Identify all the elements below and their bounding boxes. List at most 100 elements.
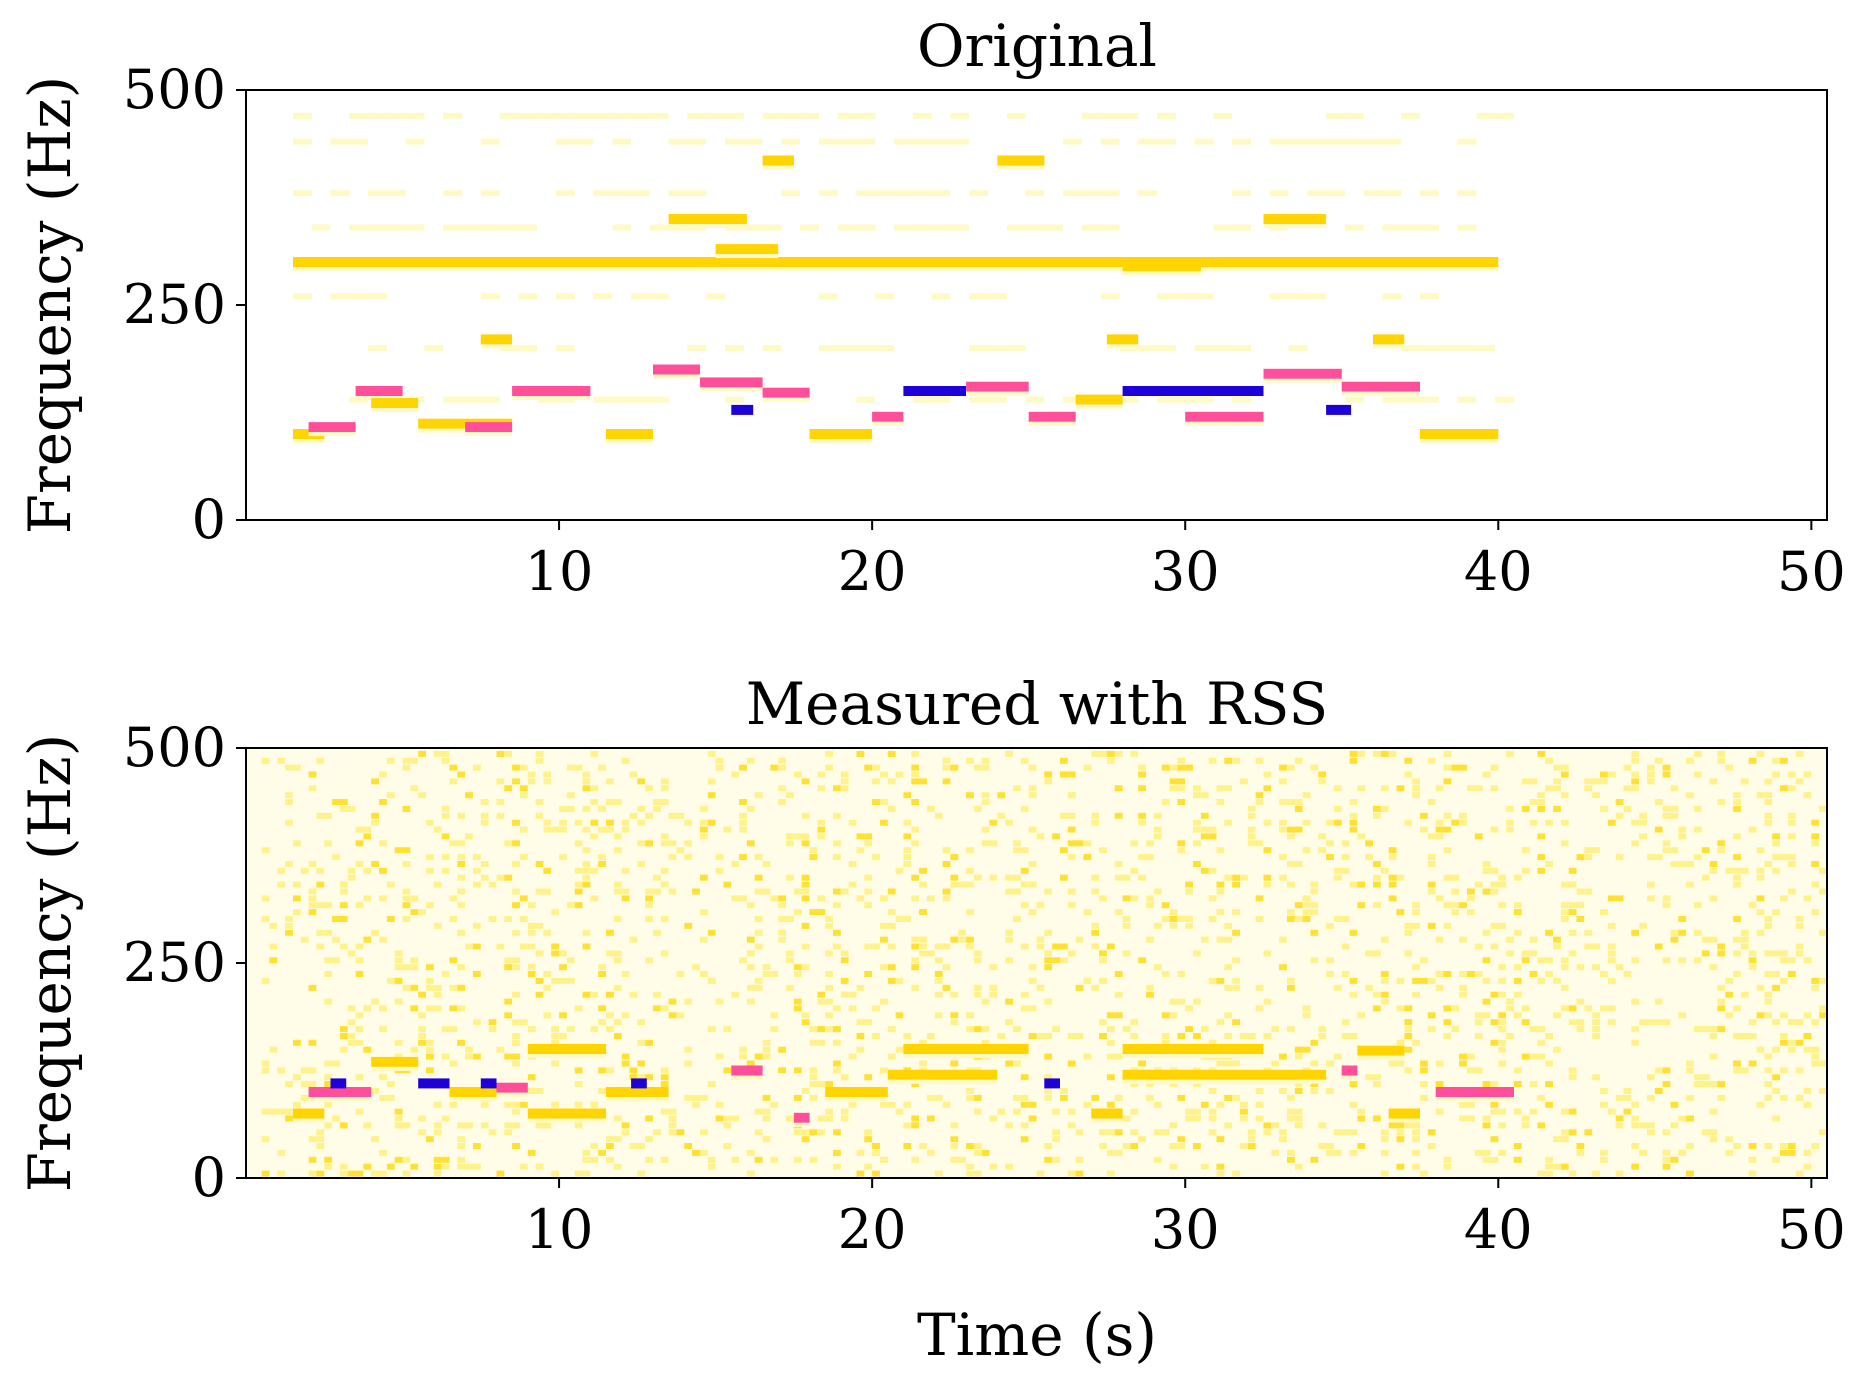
noise-cell <box>418 792 426 799</box>
noise-cell <box>1443 778 1452 785</box>
noise-cell <box>1099 750 1107 757</box>
noise-cell <box>950 881 959 888</box>
noise-cell <box>770 1026 779 1033</box>
noise-cell <box>1326 854 1334 861</box>
noise-cell <box>1529 1026 1538 1033</box>
noise-cell <box>973 1108 982 1115</box>
noise-cell <box>1631 1115 1640 1122</box>
heatmap-segment <box>449 1087 497 1097</box>
noise-cell <box>1060 957 1068 964</box>
noise-cell <box>1396 977 1405 984</box>
noise-cell <box>840 1108 849 1115</box>
noise-cell <box>1443 1163 1452 1170</box>
noise-cell <box>903 847 912 854</box>
noise-cell <box>1373 805 1381 812</box>
noise-cell <box>715 1053 724 1060</box>
harmonic-cell <box>1119 396 1139 403</box>
noise-cell <box>997 812 1006 819</box>
noise-cell <box>1177 1094 1186 1101</box>
noise-cell <box>332 957 340 964</box>
noise-cell <box>426 984 434 991</box>
heatmap-segment <box>668 214 747 224</box>
noise-cell <box>645 957 653 964</box>
harmonic-cell <box>1063 138 1082 145</box>
heatmap-segment-halo <box>1263 224 1327 228</box>
noise-cell <box>833 1067 841 1074</box>
noise-cell <box>1255 792 1264 799</box>
noise-cell <box>731 991 740 998</box>
noise-cell <box>293 895 301 902</box>
heatmap-segment-halo <box>371 1066 419 1071</box>
noise-cell <box>1615 812 1624 819</box>
noise-cell <box>1099 1019 1107 1026</box>
noise-cell <box>903 861 912 867</box>
noise-cell <box>981 764 990 771</box>
noise-cell <box>386 1163 395 1170</box>
harmonic-cell <box>1288 293 1308 300</box>
noise-cell <box>519 785 528 792</box>
heatmap-segment-halo <box>1388 1118 1420 1123</box>
noise-cell <box>582 785 591 792</box>
noise-cell <box>1138 874 1146 881</box>
harmonic-cell <box>1420 224 1439 231</box>
noise-cell <box>801 812 810 819</box>
noise-cell <box>739 812 747 819</box>
noise-cell <box>629 1143 638 1149</box>
noise-cell <box>551 1039 559 1046</box>
noise-cell <box>551 909 559 916</box>
harmonic-cell <box>649 396 669 403</box>
noise-cell <box>457 1005 466 1012</box>
noise-cell <box>723 1122 732 1129</box>
noise-cell <box>1787 771 1796 778</box>
noise-cell <box>1240 1033 1248 1039</box>
noise-cell <box>1725 1149 1734 1156</box>
noise-cell <box>1224 757 1233 764</box>
noise-cell <box>1553 764 1561 771</box>
noise-cell <box>676 812 685 819</box>
noise-cell <box>457 1163 466 1170</box>
noise-cell <box>1052 1026 1060 1033</box>
noise-cell <box>1467 909 1475 916</box>
noise-cell <box>1678 1012 1687 1019</box>
noise-cell <box>1740 867 1749 874</box>
noise-cell <box>1013 1094 1021 1101</box>
noise-cell <box>480 1101 489 1108</box>
noise-cell <box>433 922 442 929</box>
noise-cell <box>402 916 411 922</box>
noise-cell <box>809 909 818 916</box>
noise-cell <box>473 1163 481 1170</box>
heatmap-segment <box>997 155 1045 166</box>
noise-cell <box>1005 1163 1013 1170</box>
noise-cell <box>316 881 325 888</box>
noise-cell <box>1560 764 1569 771</box>
noise-cell <box>1647 1129 1655 1136</box>
noise-cell <box>746 984 755 991</box>
noise-cell <box>1740 991 1749 998</box>
heatmap-segment <box>1122 386 1264 396</box>
noise-cell <box>613 847 622 854</box>
noise-cell <box>1122 1115 1131 1122</box>
noise-cell <box>1560 916 1569 922</box>
noise-cell <box>527 971 536 977</box>
noise-cell <box>277 1170 286 1177</box>
noise-cell <box>1615 895 1624 902</box>
noise-cell <box>793 964 802 971</box>
noise-cell <box>1819 1088 1827 1094</box>
noise-cell <box>1600 1149 1608 1156</box>
noise-cell <box>473 922 481 929</box>
noise-cell <box>1474 971 1483 977</box>
noise-cell <box>942 1101 951 1108</box>
noise-cell <box>1756 909 1765 916</box>
noise-cell <box>394 977 403 984</box>
noise-cell <box>1803 1012 1812 1019</box>
noise-cell <box>700 909 708 916</box>
harmonic-cell <box>687 112 707 119</box>
noise-cell <box>1326 1088 1334 1094</box>
noise-cell <box>1623 785 1632 792</box>
noise-cell <box>1412 785 1420 792</box>
noise-cell <box>1600 1156 1608 1163</box>
noise-cell <box>1756 750 1765 757</box>
noise-cell <box>269 922 278 929</box>
noise-cell <box>519 895 528 902</box>
